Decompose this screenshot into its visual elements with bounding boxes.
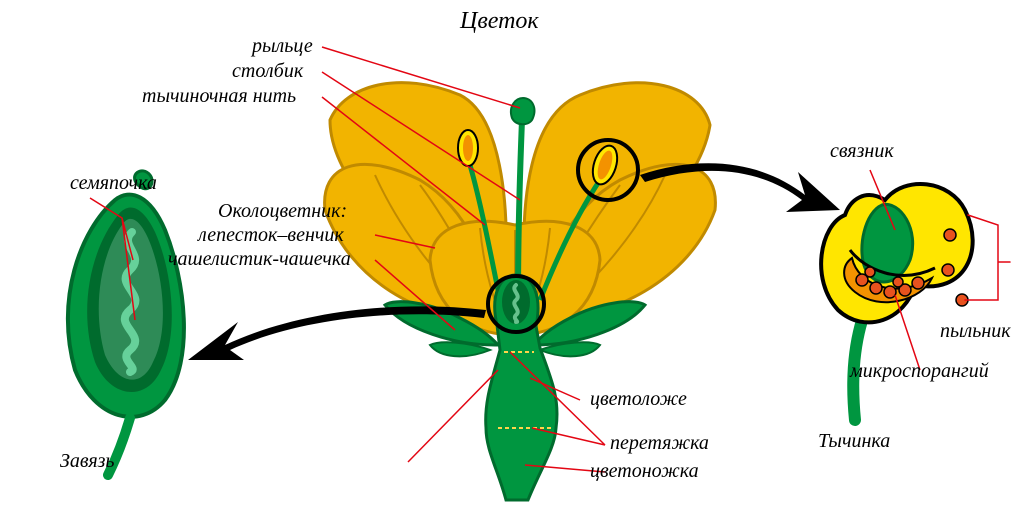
label-receptacle: цветоложе: [590, 388, 687, 411]
label-constriction: перетяжка: [610, 432, 709, 455]
label-style: столбик: [232, 60, 303, 83]
label-stamen-title: Тычинка: [818, 430, 890, 453]
label-connective: связник: [830, 140, 894, 163]
ovary-detail: [68, 171, 184, 475]
label-pedicel: цветоножка: [590, 460, 699, 483]
label-perianth-title: Околоцветник:: [218, 200, 347, 223]
label-microsporangium: микроспорангий: [850, 360, 989, 383]
label-sepal-calyx: чашелистик-чашечка: [168, 248, 351, 271]
label-anther: пыльник: [940, 320, 1011, 343]
label-stigma: рыльце: [252, 35, 313, 58]
diagram-canvas: Цветок рыльце столбик тычиночная нить Ок…: [0, 0, 1024, 517]
label-filament: тычиночная нить: [142, 85, 296, 108]
label-petal-corolla: лепесток–венчик: [198, 224, 344, 247]
title: Цветок: [460, 8, 539, 35]
label-ovary-title: Завязь: [60, 450, 115, 473]
label-ovule: семяпочка: [70, 172, 157, 195]
